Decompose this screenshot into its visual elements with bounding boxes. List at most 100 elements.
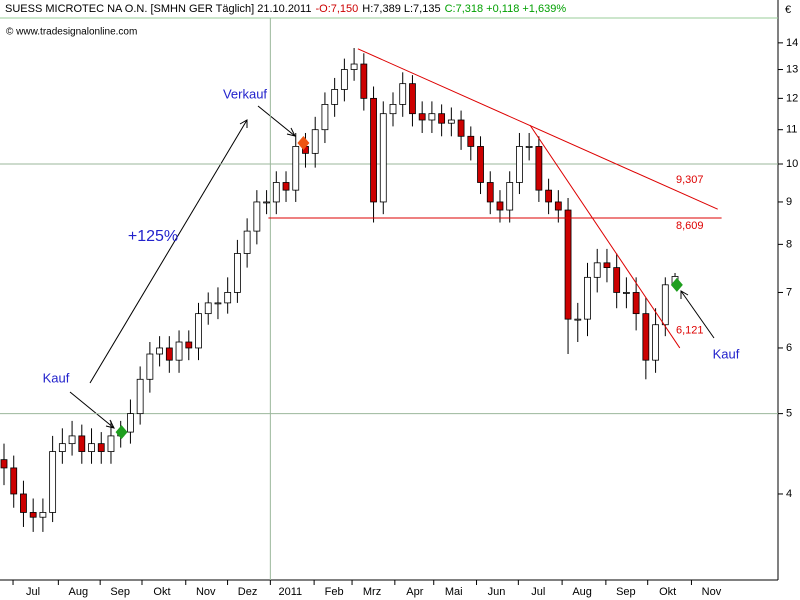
candle-body: [165, 347, 173, 361]
signal-marker: [297, 136, 310, 151]
arrow-head: [680, 290, 689, 299]
source: © www.tradesignalonline.com: [6, 27, 137, 38]
candle-body: [204, 302, 212, 315]
x-tick-label: Aug: [572, 586, 592, 598]
candle-body: [399, 83, 407, 105]
candle-body: [447, 119, 455, 124]
y-tick-label: 10: [786, 158, 798, 170]
x-tick-label: Jul: [531, 586, 545, 598]
candle-body: [58, 443, 66, 452]
trendline-label: 8,609: [676, 220, 704, 232]
candle-body: [185, 341, 193, 349]
y-tick-label: 13: [786, 63, 798, 75]
header-part: C:7,318 +0,118 +1,639%: [445, 3, 567, 15]
candle-body: [20, 493, 27, 513]
candle-body: [350, 63, 358, 70]
candle-body: [554, 201, 562, 211]
candle-body: [584, 276, 591, 320]
candle-body: [623, 292, 630, 294]
candle-body: [642, 313, 650, 361]
x-tick-label: Sep: [110, 586, 130, 598]
candle-body: [175, 341, 183, 361]
header-part: SUESS MICROTEC NA O.N. [SMHN GER Täglich…: [5, 3, 311, 15]
candle-body: [214, 302, 222, 305]
candle-body: [496, 201, 504, 211]
x-tick-label: Jun: [488, 586, 506, 598]
candle-body: [564, 209, 572, 320]
candle-body: [68, 435, 76, 445]
candle-body: [49, 451, 57, 513]
candle-body: [379, 113, 387, 203]
candle-body: [525, 146, 533, 148]
candle-body: [457, 119, 465, 137]
header-part: H:7,389 L:7,135: [362, 3, 440, 15]
annotation: Kauf: [713, 346, 740, 361]
candle-body: [331, 89, 339, 105]
header: SUESS MICROTEC NA O.N. [SMHN GER Täglich…: [5, 3, 566, 15]
trendline-label: 9,307: [676, 174, 704, 186]
candle-body: [661, 284, 669, 326]
x-tick-label: Nov: [702, 586, 722, 598]
candle-body: [97, 443, 105, 452]
candle-body: [340, 69, 348, 90]
annotation: +125%: [128, 228, 178, 245]
x-tick-label: Nov: [196, 586, 216, 598]
candle-body: [545, 189, 552, 203]
candle-body: [107, 435, 115, 452]
candle-body: [243, 230, 251, 254]
y-tick-label: 4: [786, 488, 792, 500]
x-tick-label: Mrz: [363, 586, 381, 598]
y-tick-label: 14: [786, 37, 798, 49]
candle-body: [603, 262, 611, 269]
candle-body: [29, 512, 37, 518]
x-tick-label: Feb: [325, 586, 344, 598]
trendline: [357, 48, 718, 210]
candle-body: [263, 201, 270, 204]
candle-body: [535, 146, 543, 191]
candle-body: [467, 135, 475, 147]
candle-body: [39, 512, 47, 518]
annotation: Verkauf: [223, 86, 267, 101]
candle-body: [78, 435, 86, 452]
candle-body: [506, 182, 514, 211]
y-tick-label: 6: [786, 342, 792, 354]
y-tick-label: 8: [786, 238, 792, 250]
annotation: Kauf: [43, 370, 70, 385]
candle-body: [593, 262, 601, 278]
y-tick-label: 7: [786, 286, 792, 298]
candle-body: [321, 104, 329, 131]
candle-body: [428, 113, 436, 121]
candle-body: [195, 313, 202, 349]
arrow-head: [286, 127, 296, 137]
arrow: [680, 290, 715, 339]
candle-body: [389, 104, 397, 115]
x-tick-label: 2011: [279, 586, 303, 598]
header-part: -O:7,150: [315, 3, 358, 15]
candle-body: [574, 318, 582, 321]
y-tick-label: 11: [786, 124, 797, 136]
candle-body: [292, 146, 300, 191]
candle-body: [438, 113, 446, 124]
trendline-label: 6,121: [676, 325, 704, 337]
candle-body: [233, 253, 241, 293]
trendline: [529, 124, 681, 349]
signal-marker: [670, 277, 683, 292]
candle-body: [477, 146, 484, 183]
candle-body: [486, 182, 494, 203]
candle-body: [224, 292, 232, 304]
candle-body: [156, 347, 164, 355]
candle-body: [253, 201, 261, 232]
y-tick-label: 9: [786, 196, 792, 208]
candle-body: [652, 324, 659, 361]
x-tick-label: Jul: [26, 586, 40, 598]
candle-body: [10, 467, 18, 495]
candle-body: [370, 97, 377, 203]
x-tick-label: Aug: [69, 586, 89, 598]
currency: €: [785, 4, 791, 16]
candle-body: [146, 353, 154, 380]
candle-body: [516, 146, 523, 183]
candle-body: [418, 113, 426, 121]
candle-body: [311, 129, 319, 154]
x-tick-label: Okt: [153, 586, 170, 598]
